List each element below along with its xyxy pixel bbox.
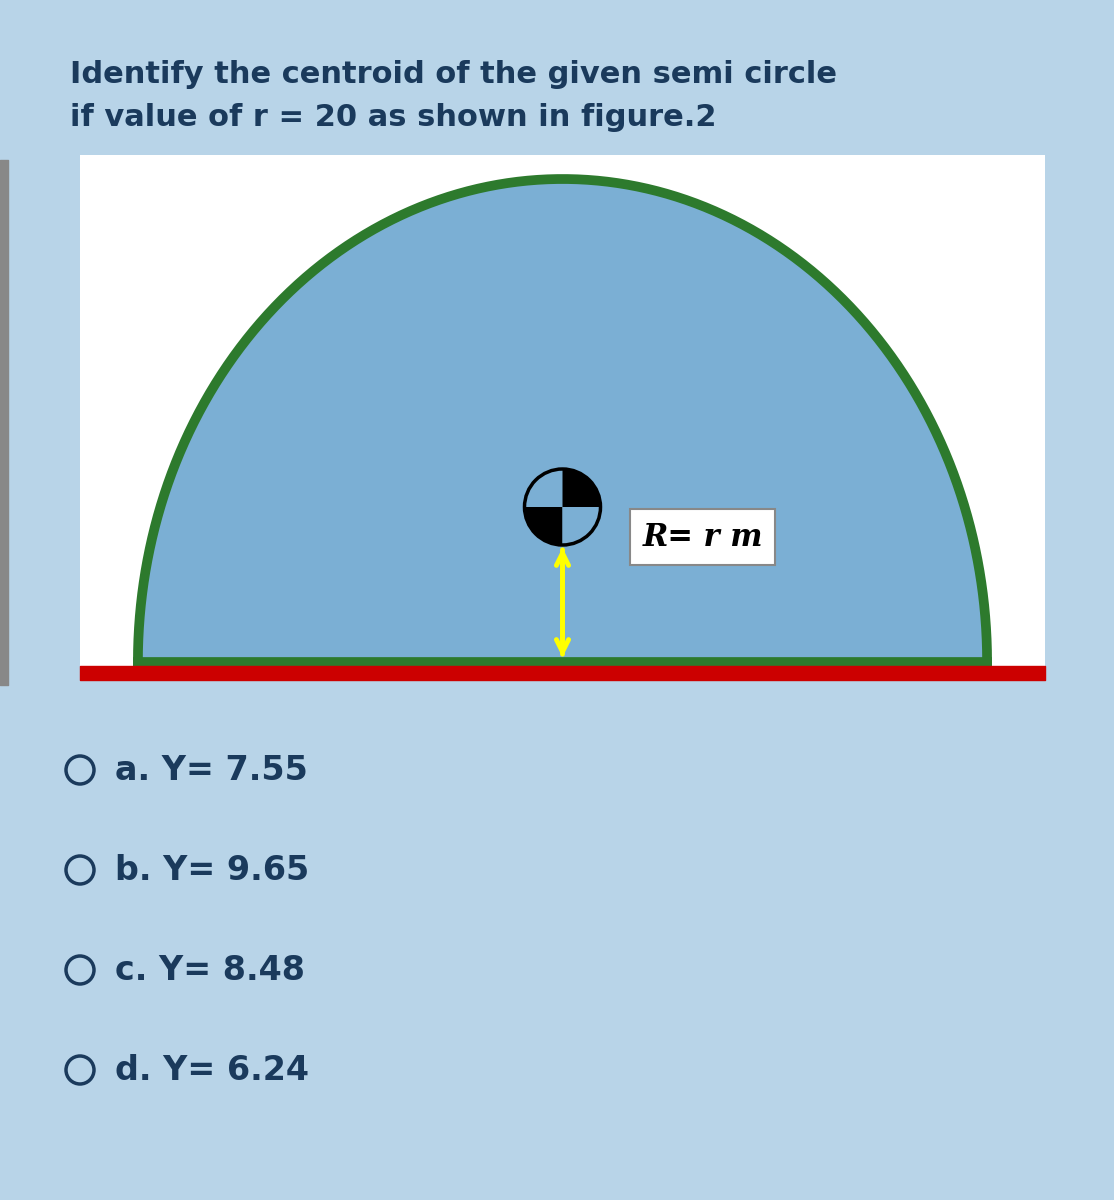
Text: Identify the centroid of the given semi circle
if value of r = 20 as shown in fi: Identify the centroid of the given semi …	[70, 60, 837, 132]
Wedge shape	[525, 469, 563, 506]
Bar	[80, 155, 1045, 680]
Text: c. Y= 8.48: c. Y= 8.48	[115, 954, 305, 986]
Text: b. Y= 9.65: b. Y= 9.65	[115, 853, 310, 887]
Text: R= r m: R= r m	[643, 522, 763, 552]
Text: d. Y= 6.24: d. Y= 6.24	[115, 1054, 309, 1086]
Polygon shape	[138, 179, 987, 662]
Wedge shape	[525, 506, 563, 545]
Text: a. Y= 7.55: a. Y= 7.55	[115, 754, 307, 786]
Wedge shape	[563, 506, 600, 545]
Wedge shape	[563, 469, 600, 506]
